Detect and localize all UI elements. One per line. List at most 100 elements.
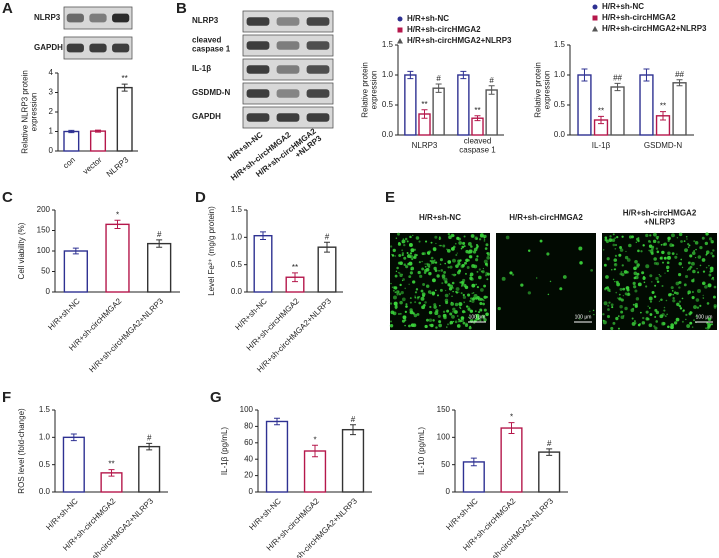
cell-dot: [464, 311, 466, 313]
cell-dot: [676, 253, 678, 255]
blot-label-group: IL-1β: [192, 64, 211, 73]
cell-dot: [702, 270, 706, 273]
significance-label: *: [116, 210, 119, 219]
cell-dot: [681, 297, 684, 300]
y-tick-label: 150: [437, 405, 451, 414]
legend-marker: [592, 26, 598, 32]
cell-dot: [435, 242, 437, 245]
cell-dot: [441, 274, 446, 278]
cell-dot: [482, 302, 485, 306]
cell-dot: [652, 239, 657, 244]
cell-dot: [390, 320, 393, 323]
cell-dot: [619, 248, 624, 252]
cell-dot: [458, 302, 462, 306]
cell-dot: [400, 290, 404, 295]
cell-dot: [673, 291, 677, 295]
cell-dot: [439, 258, 443, 262]
error-bar: [121, 83, 128, 92]
x-tick-label: H/R+sh-NC: [247, 496, 283, 532]
cell-dot: [633, 266, 637, 271]
cell-dot: [696, 306, 700, 309]
cell-dot: [694, 241, 699, 245]
cell-dot: [673, 321, 678, 325]
bar: [485, 89, 498, 136]
cell-dot: [425, 284, 430, 288]
legend-label: H/R+sh-NC: [602, 2, 644, 11]
cell-dot: [671, 289, 674, 292]
blot-band: [246, 113, 270, 122]
image-label-group: H/R+sh-circHMGA2+NLRP3: [623, 209, 697, 227]
x-tick-label: H/R+sh-circHMGA2+NLRP3: [87, 296, 165, 374]
cell-dot: [645, 285, 648, 288]
error-bar: [324, 241, 330, 253]
y-tick-label: 1.0: [382, 70, 394, 79]
cell-dot: [614, 254, 618, 258]
blot-band: [112, 13, 130, 23]
cell-dot: [409, 308, 413, 312]
significance-label: **: [660, 102, 666, 111]
cell-dot: [621, 264, 624, 267]
cell-dot: [683, 240, 686, 242]
cell-dot: [408, 324, 411, 328]
cell-dot: [468, 249, 473, 254]
cell-dot: [701, 236, 705, 240]
error-bar: [581, 68, 588, 82]
cell-dot: [407, 262, 410, 266]
blot-label: IL-1β: [192, 64, 211, 73]
cell-dot: [398, 254, 402, 257]
legend-label: H/R+sh-NC: [407, 14, 449, 23]
cell-dot: [440, 269, 444, 272]
cell-dot: [395, 237, 398, 239]
cell-dot: [471, 283, 476, 288]
cell-dot: [443, 270, 447, 274]
y-tick-label: 1.5: [554, 40, 566, 49]
cell-dot: [468, 326, 472, 330]
cell-dot: [634, 302, 638, 306]
cell-dot: [432, 319, 435, 322]
cell-dot: [613, 258, 618, 262]
cell-dot: [707, 283, 712, 288]
cell-dot: [681, 320, 684, 323]
cell-dot: [420, 289, 424, 293]
blot-label: NLRP3: [34, 13, 61, 22]
x-tick-label: caspase 1: [459, 146, 496, 155]
cell-dot: [641, 321, 646, 325]
cell-dot: [695, 248, 697, 251]
cell-dot: [442, 310, 446, 313]
cell-dot: [436, 274, 440, 278]
cell-dot: [428, 271, 432, 276]
blot-label: cleaved: [192, 36, 221, 45]
error-bar: [274, 417, 280, 426]
cell-dot: [467, 242, 472, 246]
panel-letter: F: [2, 389, 11, 406]
cell-dot: [399, 312, 402, 315]
cell-dot: [615, 316, 619, 321]
significance-label: ##: [675, 70, 684, 79]
scale-bar-label: 100 μm: [575, 314, 592, 320]
cell-dot: [438, 323, 442, 328]
cell-dot: [578, 246, 583, 251]
y-axis-label-group: Cell viability (%): [17, 222, 26, 279]
cell-dot: [421, 252, 425, 256]
cell-dot: [424, 301, 427, 304]
cell-dot: [546, 252, 550, 256]
cell-dot: [459, 259, 462, 262]
cell-dot: [425, 318, 429, 322]
cell-dot: [641, 271, 645, 275]
cell-dot: [708, 264, 710, 267]
cell-dot: [653, 261, 657, 265]
cell-dot: [405, 303, 408, 306]
cell-dot: [666, 255, 671, 260]
cell-dot: [462, 241, 466, 245]
cell-dot: [520, 283, 524, 287]
cell-dot: [706, 252, 709, 255]
x-tick-label-group: con: [61, 155, 77, 170]
cell-dot: [477, 297, 480, 301]
cell-dot: [705, 327, 707, 329]
cell-dot: [456, 252, 458, 254]
cell-dot: [419, 274, 423, 278]
cell-dot: [710, 240, 714, 244]
y-axis-label-group: IL-10 (pg/mL): [417, 427, 426, 475]
cell-dot: [455, 254, 458, 257]
